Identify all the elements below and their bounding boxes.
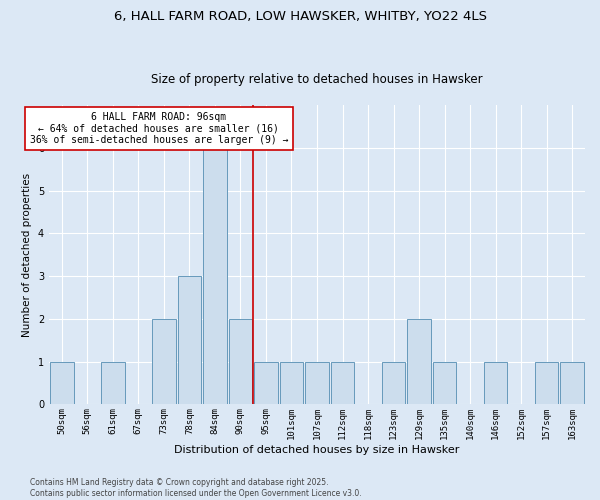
Text: 6, HALL FARM ROAD, LOW HAWSKER, WHITBY, YO22 4LS: 6, HALL FARM ROAD, LOW HAWSKER, WHITBY, …	[113, 10, 487, 23]
Bar	[407, 319, 431, 404]
Bar	[560, 362, 584, 405]
Y-axis label: Number of detached properties: Number of detached properties	[22, 173, 32, 337]
Bar	[254, 362, 278, 405]
Bar	[433, 362, 457, 405]
Title: Size of property relative to detached houses in Hawsker: Size of property relative to detached ho…	[151, 73, 483, 86]
Bar	[101, 362, 125, 405]
Text: Contains HM Land Registry data © Crown copyright and database right 2025.
Contai: Contains HM Land Registry data © Crown c…	[30, 478, 362, 498]
Bar	[280, 362, 303, 405]
Bar	[382, 362, 406, 405]
Bar	[331, 362, 354, 405]
Bar	[229, 319, 252, 404]
X-axis label: Distribution of detached houses by size in Hawsker: Distribution of detached houses by size …	[175, 445, 460, 455]
Bar	[152, 319, 176, 404]
Bar	[535, 362, 559, 405]
Bar	[178, 276, 201, 404]
Bar	[203, 148, 227, 405]
Bar	[50, 362, 74, 405]
Text: 6 HALL FARM ROAD: 96sqm
← 64% of detached houses are smaller (16)
36% of semi-de: 6 HALL FARM ROAD: 96sqm ← 64% of detache…	[29, 112, 288, 145]
Bar	[305, 362, 329, 405]
Bar	[484, 362, 508, 405]
